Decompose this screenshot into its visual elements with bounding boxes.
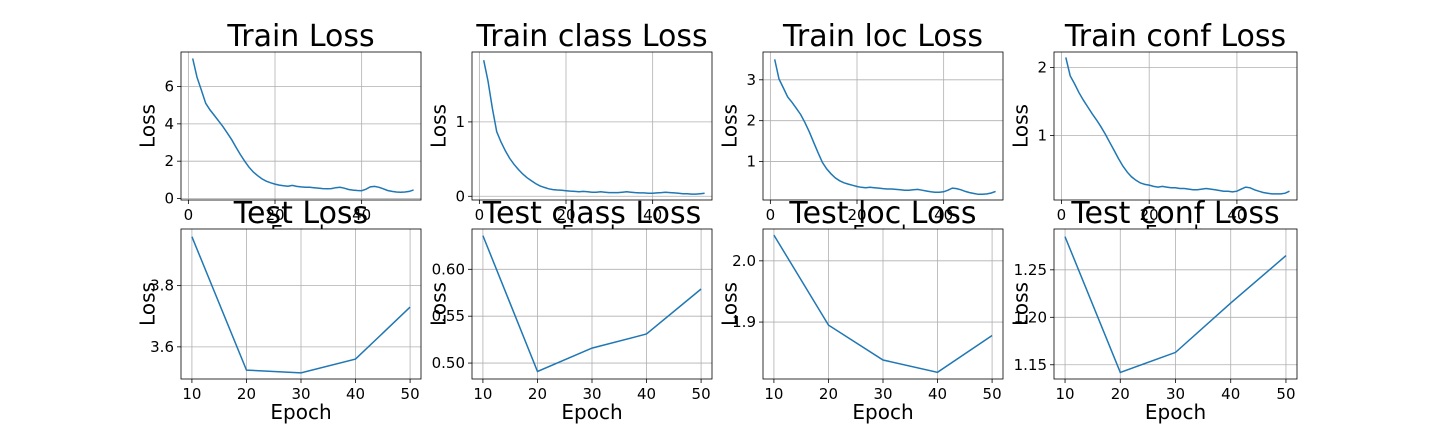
x-tick-label: 20 — [265, 206, 284, 224]
x-tick-label: 40 — [1227, 206, 1246, 224]
y-tick-label: 1 — [1037, 127, 1047, 145]
series-line — [191, 236, 411, 374]
x-tick-label: 50 — [983, 385, 1002, 403]
x-axis-label: Epoch — [852, 400, 913, 424]
y-axis-label: Loss — [136, 104, 160, 148]
y-tick-label: 0.55 — [432, 307, 465, 325]
y-tick-label: 0.60 — [432, 260, 465, 278]
y-tick-label: 0.50 — [432, 354, 465, 372]
x-tick-label: 30 — [873, 385, 892, 403]
y-axis-label: Loss — [136, 282, 160, 326]
subplot-4: 0204012EpochLoss — [1009, 51, 1298, 245]
subplot-1: 020400246EpochLoss — [136, 51, 422, 245]
subplot-5: 10 20 30 40 50 3.6 3.8 Epoch Loss — [136, 228, 422, 424]
y-axis-label: Loss — [1009, 282, 1033, 326]
x-tick-label: 40 — [928, 385, 947, 403]
x-tick-label: 20 — [847, 206, 866, 224]
x-tick-label: 30 — [1166, 385, 1185, 403]
plot-area — [181, 52, 421, 200]
series-line — [773, 234, 993, 374]
x-tick-label: 10 — [473, 385, 492, 403]
x-tick-label: 0 — [1057, 206, 1067, 224]
y-axis-label: Loss — [427, 282, 451, 326]
x-tick-label: 50 — [692, 385, 711, 403]
series-line — [1064, 236, 1287, 374]
y-tick-label: 2.0 — [732, 252, 756, 270]
x-tick-label: 50 — [1276, 385, 1295, 403]
x-tick-label: 30 — [291, 385, 310, 403]
y-tick-label: 2 — [164, 152, 174, 170]
x-tick-label: 0 — [475, 206, 485, 224]
chart-title: Train conf Loss — [1064, 19, 1286, 54]
y-tick-label: 1.9 — [732, 313, 756, 331]
x-tick-label: 20 — [528, 385, 547, 403]
y-tick-label: 1.20 — [1014, 308, 1047, 326]
y-tick-label: 1.25 — [1014, 261, 1047, 279]
series-line — [482, 60, 705, 195]
y-tick-label: 2 — [1037, 59, 1047, 77]
y-tick-label: 0 — [164, 190, 174, 208]
subplot-7: 10 20 30 40 50 1.9 2.0 Epoch Loss — [718, 228, 1004, 424]
y-tick-label: 1 — [455, 113, 465, 131]
x-axis-label: Epoch — [270, 400, 331, 424]
x-axis-label: Epoch — [1145, 400, 1206, 424]
x-tick-label: 50 — [401, 385, 420, 403]
y-tick-label: 1.15 — [1014, 356, 1047, 374]
plot-area — [472, 52, 712, 200]
axes-frame — [180, 51, 422, 201]
series-line — [773, 59, 996, 196]
x-tick-label: 0 — [766, 206, 776, 224]
chart-title: Test loc Loss — [788, 196, 976, 231]
series-line — [482, 235, 702, 373]
chart-title: Train loc Loss — [782, 19, 983, 54]
axes-frame — [762, 51, 1004, 201]
plot-area — [1054, 52, 1297, 200]
y-tick-label: 3 — [746, 71, 756, 89]
x-tick-label: 40 — [1221, 385, 1240, 403]
y-axis-label: Loss — [718, 282, 742, 326]
chart-title: Train class Loss — [475, 19, 707, 54]
y-tick-label: 3.6 — [150, 338, 174, 356]
x-tick-label: 20 — [237, 385, 256, 403]
subplot-6: 10 20 30 40 50 0.50 0.55 0.60 Epoch Loss — [427, 228, 713, 424]
subplot-3: 02040123EpochLoss — [718, 51, 1004, 245]
chart-title: Test class Loss — [482, 196, 701, 231]
y-axis-label: Loss — [427, 104, 451, 148]
x-tick-label: 40 — [934, 206, 953, 224]
y-axis-label: Loss — [718, 104, 742, 148]
x-tick-label: 10 — [1055, 385, 1074, 403]
x-tick-label: 20 — [819, 385, 838, 403]
series-line — [191, 58, 414, 193]
chart-title: Test Loss — [233, 196, 368, 231]
x-tick-label: 20 — [1140, 206, 1159, 224]
plot-area — [763, 52, 1003, 200]
y-tick-label: 6 — [164, 78, 174, 96]
chart-title: Train Loss — [226, 19, 374, 54]
y-axis-label: Loss — [1009, 104, 1033, 148]
y-tick-label: 2 — [746, 112, 756, 130]
y-tick-label: 1 — [746, 153, 756, 171]
x-tick-label: 30 — [582, 385, 601, 403]
x-tick-label: 10 — [182, 385, 201, 403]
x-tick-label: 40 — [352, 206, 371, 224]
x-tick-label: 0 — [184, 206, 194, 224]
axes-frame — [1053, 51, 1298, 201]
x-tick-label: 40 — [346, 385, 365, 403]
y-tick-label: 0 — [455, 187, 465, 205]
x-tick-label: 10 — [764, 385, 783, 403]
subplot-8: 10 20 30 40 50 1.15 1.20 1.25 Epoch Loss — [1009, 228, 1298, 424]
chart-title: Test conf Loss — [1070, 196, 1279, 231]
x-tick-label: 40 — [643, 206, 662, 224]
series-line — [1065, 57, 1290, 195]
y-tick-label: 3.8 — [150, 277, 174, 295]
x-axis-label: Epoch — [561, 400, 622, 424]
x-tick-label: 20 — [1111, 385, 1130, 403]
y-tick-label: 4 — [164, 115, 174, 133]
x-tick-label: 20 — [556, 206, 575, 224]
x-tick-label: 40 — [637, 385, 656, 403]
axes-frame — [471, 51, 713, 201]
